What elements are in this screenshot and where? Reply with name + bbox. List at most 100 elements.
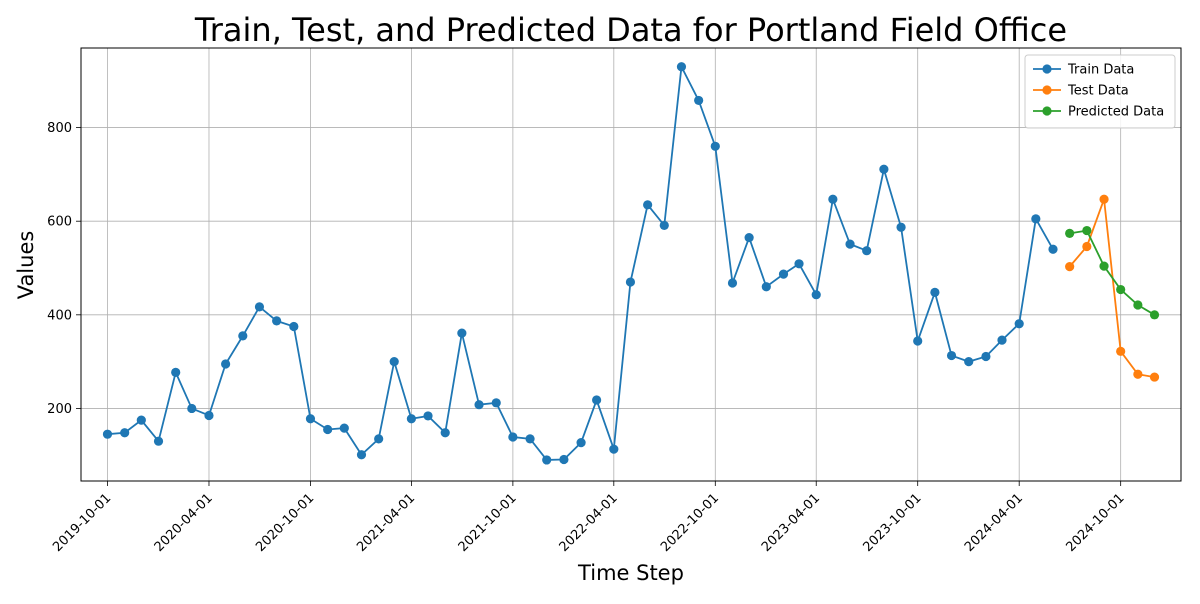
x-tick-label: 2024-04-01 <box>962 491 1026 555</box>
train-data-point <box>676 62 687 72</box>
train-data-point <box>997 335 1007 345</box>
legend: Train Data Test Data Predicted Data <box>1024 54 1176 129</box>
train-data-point <box>254 302 265 312</box>
legend-box <box>1024 54 1176 129</box>
train-data-point <box>778 269 789 279</box>
train-data-point <box>811 290 821 300</box>
train-data-point <box>457 328 467 338</box>
train-data-point <box>896 222 906 232</box>
y-tick-label: 400 <box>47 308 72 323</box>
x-tick-label: 2020-04-01 <box>152 491 216 555</box>
train-data-point <box>559 454 569 465</box>
train-data-point <box>694 95 704 106</box>
train-data-point <box>761 282 771 292</box>
chart-title: Train, Test, and Predicted Data for Port… <box>194 11 1067 49</box>
x-tick-label: 2019-10-01 <box>50 491 114 555</box>
train-data-point <box>542 455 552 465</box>
legend-label-train-data: Train Data <box>1067 63 1134 78</box>
train-data-point <box>609 444 619 454</box>
train-data-point <box>374 434 384 444</box>
train-data-point <box>525 434 535 444</box>
x-tick-label: 2020-10-01 <box>253 491 317 555</box>
train-data-point <box>946 350 957 361</box>
train-data-point <box>221 359 231 369</box>
train-data-point <box>440 428 450 438</box>
train-data-point <box>389 357 399 367</box>
train-data-point <box>930 287 940 297</box>
train-data-point <box>238 331 248 341</box>
train-data-point <box>1031 214 1041 224</box>
y-tick-label: 800 <box>47 121 72 136</box>
train-data-point <box>625 277 636 287</box>
train-data-point <box>305 414 316 424</box>
train-data-point <box>879 164 889 174</box>
x-tick-label: 2022-04-01 <box>557 491 621 555</box>
test-data-point <box>1099 194 1109 204</box>
train-data-point <box>913 336 923 346</box>
train-data-point <box>727 278 738 288</box>
predicted-data-point <box>1133 300 1143 310</box>
test-data-point <box>1133 369 1143 379</box>
train-data-point <box>474 400 484 410</box>
train-data-point <box>964 357 974 367</box>
test-data-point <box>1149 372 1160 382</box>
plot-frame <box>80 47 1182 482</box>
train-data-point <box>576 438 586 448</box>
x-tick-label: 2023-10-01 <box>860 491 924 555</box>
train-data-point <box>187 403 197 414</box>
train-data-point <box>323 424 333 435</box>
train-data-point <box>981 351 991 362</box>
test-data-point <box>1082 241 1092 252</box>
series-layer <box>102 62 1160 465</box>
y-axis-label: Values <box>14 231 38 300</box>
x-tick-label: 2021-10-01 <box>456 491 520 555</box>
legend-label-test-data: Test Data <box>1067 84 1129 99</box>
train-data-point <box>423 411 433 421</box>
train-data-point <box>153 436 164 446</box>
train-data-point <box>339 423 349 433</box>
train-data-point <box>491 398 501 408</box>
y-tick-label: 200 <box>47 402 72 417</box>
train-data-point <box>845 239 855 249</box>
train-data-point <box>406 414 416 424</box>
y-tick-label: 600 <box>47 215 72 230</box>
predicted-data-point <box>1065 228 1075 238</box>
test-data-line <box>1068 198 1155 378</box>
train-data-point <box>1014 319 1024 329</box>
train-data-point <box>508 432 518 442</box>
legend-marker-test-data <box>1042 85 1052 95</box>
train-data-line <box>107 63 1054 461</box>
train-data-point <box>794 259 804 269</box>
train-data-point <box>1048 244 1058 254</box>
train-data-point <box>356 450 367 460</box>
train-data-point <box>120 428 130 438</box>
train-data-point <box>272 316 282 326</box>
x-axis-label: Time Step <box>577 561 684 585</box>
train-data-point <box>171 367 181 377</box>
train-data-point <box>289 321 299 332</box>
train-data-point <box>744 232 754 243</box>
legend-label-predicted-data: Predicted Data <box>1068 105 1164 120</box>
train-data-point <box>828 194 838 204</box>
train-data-point <box>136 415 146 425</box>
train-data-point <box>102 429 113 439</box>
train-data-point <box>862 246 872 256</box>
x-tick-label: 2023-04-01 <box>759 491 823 555</box>
legend-marker-predicted-data <box>1042 106 1052 116</box>
x-tick-label: 2021-04-01 <box>354 491 418 555</box>
x-tick-label: 2022-10-01 <box>658 491 722 555</box>
grid-layer <box>81 48 1181 481</box>
train-data-point <box>659 220 669 231</box>
predicted-data-point <box>1149 310 1160 320</box>
predicted-data-point <box>1082 225 1092 236</box>
predicted-data-point <box>1099 261 1109 271</box>
x-tick-label: 2024-10-01 <box>1063 491 1127 555</box>
test-data-point <box>1116 346 1126 356</box>
test-data-point <box>1065 262 1075 272</box>
train-data-point <box>592 395 602 405</box>
train-data-point <box>710 141 720 151</box>
predicted-data-point <box>1116 284 1126 295</box>
train-data-point <box>643 200 653 210</box>
